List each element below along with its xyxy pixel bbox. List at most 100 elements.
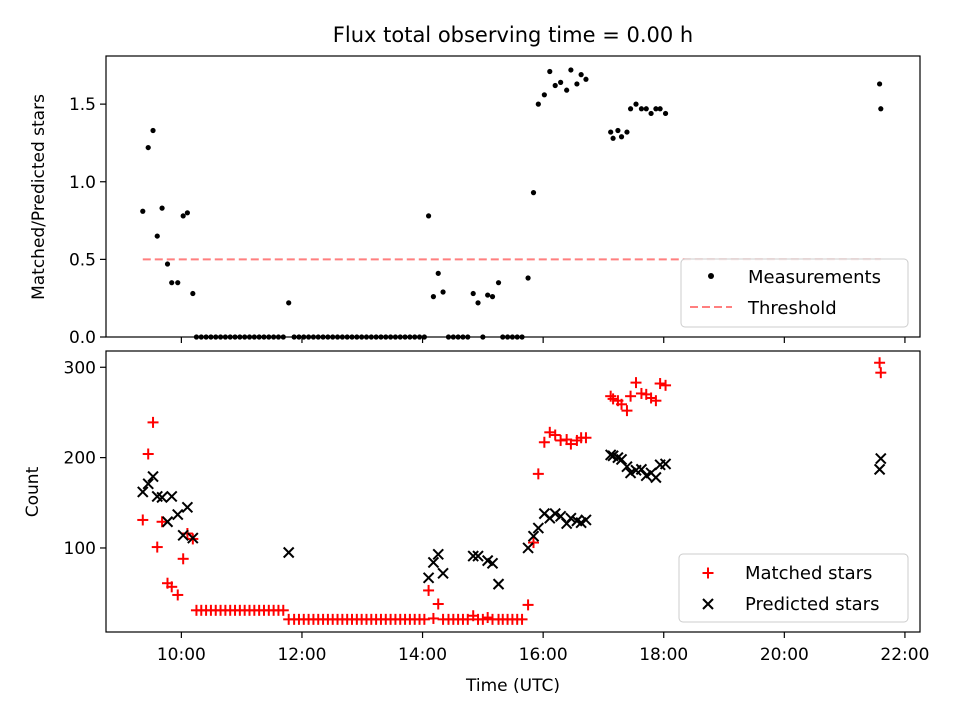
measurement-point	[568, 67, 574, 73]
measurement-point	[574, 81, 580, 87]
predicted-star-point-b	[565, 512, 577, 524]
bottom-axes-frame	[105, 350, 921, 633]
measurement-point	[169, 280, 175, 286]
top-panel: 0.0 0.5 1.0 1.5 Matched/Predicted stars Mea…	[29, 55, 921, 348]
measurement-point	[470, 290, 476, 297]
matched-star-point	[166, 581, 178, 593]
measurement-point	[578, 72, 584, 78]
measurement-point	[633, 101, 639, 107]
measurement-point	[175, 280, 181, 286]
legend-marker-predicted-stars	[702, 598, 714, 610]
predicted-star-point-b	[604, 449, 617, 461]
measurement-point	[878, 106, 884, 112]
predicted-star-point-b	[659, 458, 672, 470]
x-tick-label: 12:00	[277, 645, 326, 665]
legend-plus-glyph	[702, 567, 714, 579]
legend-marker-matched-stars	[702, 567, 714, 579]
matched-star-point	[432, 598, 444, 610]
top-axis-ticks: 0.0 0.5 1.0 1.5	[69, 95, 906, 348]
predicted-star-point-b	[875, 452, 887, 465]
top-legend: Measurements Threshold	[680, 258, 909, 328]
predicted-star-point-b	[522, 542, 534, 554]
predicted-star-point-b	[571, 515, 583, 527]
top-y-axis-label: Matched/Predicted stars	[29, 94, 49, 300]
predicted-star-point-b	[607, 450, 619, 462]
matched-star-point	[875, 367, 887, 379]
measurement-point	[425, 213, 432, 219]
predicted-star-point-b	[580, 514, 592, 526]
matched-star-point	[477, 613, 489, 625]
matched-star-point	[177, 553, 189, 565]
legend-label-measurements: Measurements	[748, 267, 881, 288]
measurement-point	[608, 129, 614, 135]
predicted-star-point	[156, 491, 168, 504]
measurement-point	[159, 205, 165, 211]
measurement-point	[485, 292, 491, 298]
matched-star-point	[607, 393, 619, 405]
bottom-y-axis-label: Count	[23, 466, 43, 517]
predicted-star-point-b	[156, 491, 168, 504]
measurement-point	[615, 127, 621, 134]
measurement-point	[662, 110, 669, 117]
matched-star-point	[156, 516, 168, 528]
measurement-point	[154, 233, 160, 239]
predicted-star-point	[549, 507, 561, 520]
legend-x-glyph-b	[702, 598, 714, 610]
x-axis-label: Time (UTC)	[465, 676, 560, 696]
predicted-star-point	[532, 522, 545, 534]
measurement-point	[564, 87, 570, 93]
predicted-star-point	[580, 514, 592, 526]
predicted-star-point-b	[161, 516, 174, 528]
matched-star-point	[528, 537, 540, 549]
measurement-point	[150, 127, 156, 134]
predicted-star-point-b	[142, 478, 154, 490]
predicted-star-point	[565, 512, 577, 524]
measurement-point	[627, 106, 634, 112]
matched-star-point	[427, 612, 439, 624]
x-tick-label: 14:00	[398, 645, 447, 665]
predicted-star-point	[486, 557, 499, 570]
predicted-star-point-b	[532, 522, 545, 534]
matched-star-point	[538, 436, 550, 448]
predicted-star-point	[522, 542, 534, 554]
predicted-star-point	[142, 478, 154, 490]
predicted-star-point	[635, 463, 648, 476]
measurement-point	[558, 79, 564, 85]
measurement-point	[643, 106, 649, 112]
matched-star-point	[277, 604, 289, 616]
measurement-point	[525, 275, 531, 281]
predicted-star-point-b	[467, 550, 479, 562]
measurement-point	[430, 294, 437, 300]
predicted-star-point	[166, 490, 178, 503]
measurement-point	[286, 300, 292, 306]
predicted-star-point	[172, 508, 184, 521]
top-y-tick-label: 1.5	[69, 95, 96, 115]
predicted-star-point-b	[554, 510, 567, 523]
matched-star-point	[482, 612, 494, 624]
measurement-point	[190, 290, 196, 297]
matched-star-point	[874, 357, 886, 369]
x-tick-label: 20:00	[760, 645, 809, 665]
measurement-point	[530, 190, 537, 196]
measurement-point	[489, 294, 496, 300]
predicted-star-point	[137, 486, 149, 498]
predicted-star-point	[875, 452, 887, 465]
predicted-star-point	[873, 463, 886, 476]
predicted-star-point	[659, 458, 672, 470]
measurement-point	[184, 210, 190, 216]
predicted-star-point-b	[472, 550, 484, 562]
predicted-star-point	[147, 470, 159, 483]
predicted-star-point-b	[427, 556, 440, 569]
predicted-star-point-b	[527, 530, 540, 542]
predicted-star-point-b	[177, 529, 189, 542]
predicted-star-point	[437, 567, 449, 579]
measurement-point	[440, 289, 446, 295]
bottom-y-tick-label: 300	[64, 358, 96, 378]
predicted-star-point-b	[492, 578, 505, 590]
measurement-point	[535, 101, 541, 107]
measurement-point	[638, 106, 645, 112]
measurement-point	[541, 92, 547, 98]
matched-star-point	[621, 405, 633, 417]
predicted-star-point	[187, 532, 199, 544]
measurement-point	[618, 134, 625, 140]
